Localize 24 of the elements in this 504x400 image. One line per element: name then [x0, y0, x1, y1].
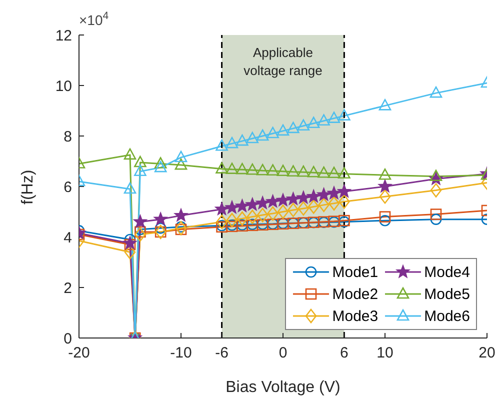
text: ×10$^{4}$: [79, 10, 109, 28]
y-tick-label: 12: [55, 27, 72, 44]
band-label: Applicable voltage range: [244, 45, 322, 78]
legend-label: Mode4: [424, 264, 470, 280]
y-tick-label: 6: [64, 178, 72, 196]
x-tick-label: 0: [278, 344, 288, 362]
y-tick-label: 0: [64, 330, 72, 348]
y-axis-title: f(Hz): [20, 170, 37, 204]
legend-label: Mode3: [332, 308, 378, 324]
x-tick-label: -6: [215, 344, 228, 362]
x-tick-label: -20: [68, 344, 90, 362]
legend-label: Mode2: [332, 286, 378, 302]
x-tick-label: -10: [170, 344, 192, 362]
legend-label: Mode1: [332, 264, 378, 280]
x-tick-label: 6: [340, 344, 348, 362]
legend-label: Mode6: [424, 308, 470, 324]
x-tick-label: 20: [478, 344, 496, 362]
legend-label: Mode5: [424, 286, 470, 302]
x-axis-title: Bias Voltage (V): [226, 379, 340, 396]
x-tick-label: 10: [376, 344, 394, 362]
y-tick-label: 4: [64, 229, 72, 246]
y-tick-label: 10: [55, 78, 72, 95]
y-tick-label: 8: [64, 128, 72, 146]
y-tick-label: 2: [64, 280, 72, 297]
